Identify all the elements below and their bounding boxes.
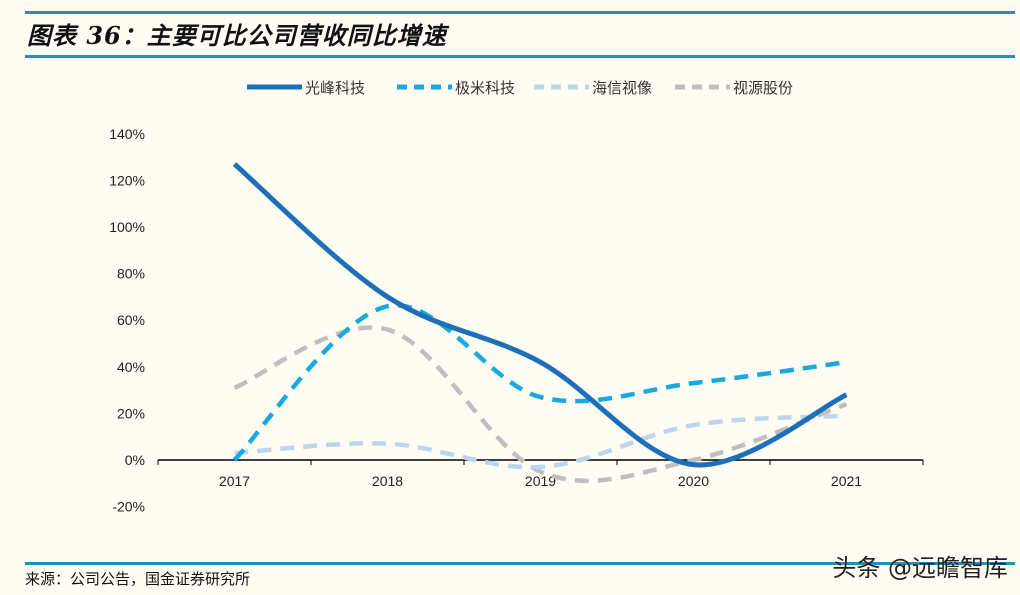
x-tick-label: 2021 <box>831 473 862 489</box>
y-tick-label: 80% <box>117 266 145 282</box>
series-line-海信视像 <box>234 413 847 470</box>
y-tick-label: 60% <box>117 312 145 328</box>
y-tick-label: 140% <box>109 126 145 142</box>
x-tick-label: 2018 <box>372 473 403 489</box>
y-tick-label: 100% <box>109 219 145 235</box>
legend-label: 光峰科技 <box>305 79 365 97</box>
y-tick-label: 0% <box>125 452 145 468</box>
y-tick-label: -20% <box>112 499 145 515</box>
title-rule <box>25 55 1015 58</box>
top-rule <box>25 11 1015 14</box>
source-note: 来源：公司公告，国金证券研究所 <box>25 570 251 588</box>
series-line-极米科技 <box>232 303 847 462</box>
series-line-视源股份 <box>233 325 848 484</box>
legend-label: 视源股份 <box>733 79 793 97</box>
bottom-rule <box>25 562 1015 565</box>
y-tick-label: 120% <box>109 172 145 188</box>
series-line-光峰科技 <box>232 162 848 468</box>
chart-title: 图表 36：主要可比公司营收同比增速 <box>27 21 447 50</box>
x-tick-label: 2020 <box>678 473 709 489</box>
legend-label: 海信视像 <box>592 79 652 97</box>
legend-label: 极米科技 <box>455 79 515 97</box>
x-tick-label: 2017 <box>219 473 250 489</box>
y-tick-label: 20% <box>117 405 145 421</box>
x-tick-label: 2019 <box>525 473 556 489</box>
y-tick-label: 40% <box>117 359 145 375</box>
watermark: 头条 @远瞻智库 <box>832 554 1008 582</box>
